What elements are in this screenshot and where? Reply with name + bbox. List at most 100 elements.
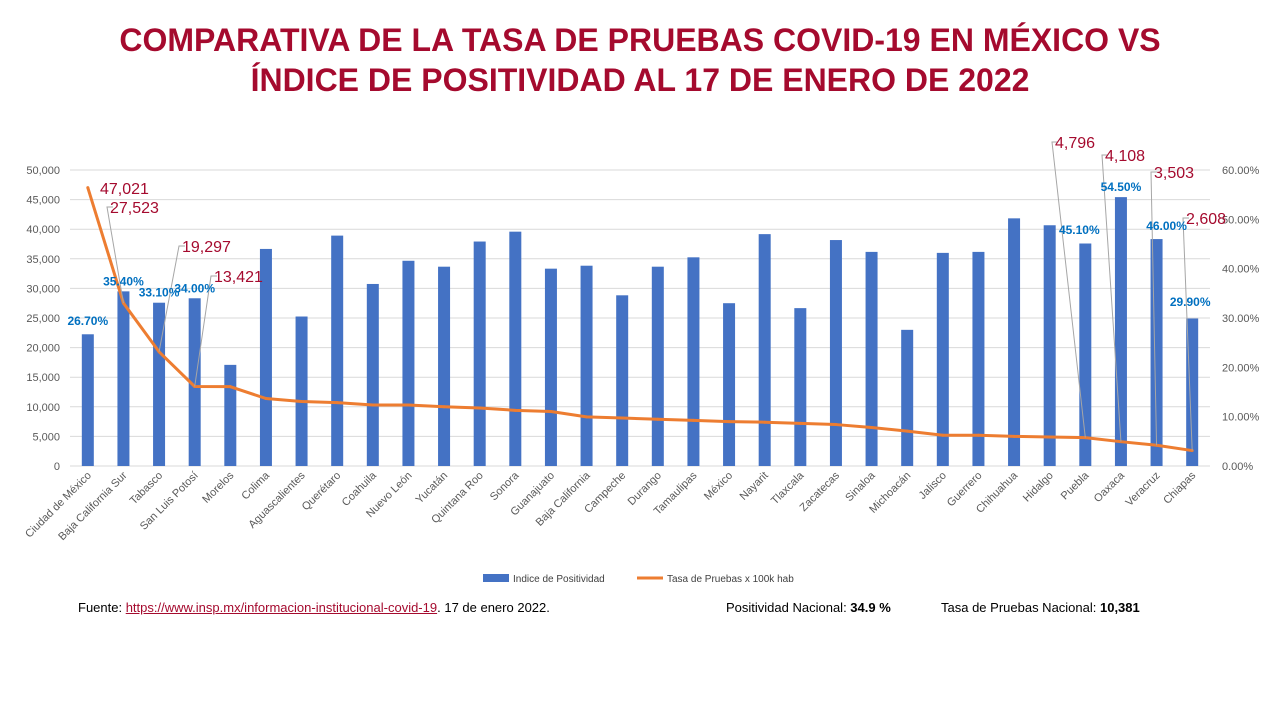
line-point (870, 426, 874, 430)
bar (117, 291, 130, 466)
category-label: Sinaloa (843, 469, 878, 504)
right-tick-label: 30.00% (1222, 313, 1260, 325)
line-data-label: 3,503 (1154, 165, 1194, 182)
bar-data-label: 35.40% (103, 274, 144, 288)
line-point (335, 401, 339, 405)
bar (295, 316, 308, 466)
category-label: Nayarit (738, 470, 771, 503)
bar (616, 295, 629, 466)
left-tick-label: 30,000 (26, 283, 60, 295)
line-data-label: 13,421 (214, 269, 263, 286)
line-point (976, 433, 980, 437)
callout-leader (106, 206, 124, 304)
line-point (86, 186, 90, 190)
bar (188, 298, 201, 466)
chart-title-line-2: ÍNDICE DE POSITIVIDAD AL 17 DE ENERO DE … (250, 62, 1030, 98)
line-data-label: 4,108 (1105, 148, 1145, 165)
line-point (228, 385, 232, 389)
bar (81, 334, 94, 466)
line-point (585, 415, 589, 419)
line-point (513, 408, 517, 412)
source-date: . 17 de enero 2022. (437, 600, 550, 615)
combo-chart: 0 5,000 10,000 15,000 20,000 25,000 30,000 35,0… (23, 135, 1260, 585)
left-axis: 0 5,000 10,000 15,000 20,000 25,000 30,000 35,0… (26, 165, 60, 473)
chart-title-line-1: COMPARATIVA DE LA TASA DE PRUEBAS COVID-… (119, 22, 1161, 58)
bar-data-label: 33.10% (139, 286, 180, 300)
chart-title: COMPARATIVA DE LA TASA DE PRUEBAS COVID-… (0, 20, 1280, 100)
bar (901, 329, 914, 466)
right-axis: 0.00% 10.00% 20.00% 30.00% 40.00% 50.00% 60.00… (1222, 165, 1260, 473)
category-label: Baja California Sur (56, 469, 130, 543)
bar (723, 303, 736, 466)
bar (1079, 243, 1092, 466)
bar (1008, 218, 1021, 466)
line-data-label: 2,608 (1186, 211, 1226, 228)
left-tick-label: 5,000 (32, 431, 60, 443)
line-data-label: 4,796 (1055, 135, 1095, 152)
line-point (763, 420, 767, 424)
line-point (549, 410, 553, 414)
line-path (86, 187, 1193, 453)
bar (509, 231, 522, 466)
bar-data-label: 45.10% (1059, 223, 1100, 237)
category-label: Oaxaca (1092, 469, 1128, 505)
callout-leader (158, 245, 185, 352)
callout-leader (1182, 217, 1193, 451)
bar (1186, 318, 1199, 466)
left-tick-label: 15,000 (26, 372, 60, 384)
callout-leaders (106, 141, 1193, 451)
line-series (86, 186, 1194, 453)
category-label: Sonora (488, 469, 522, 503)
callout-leader (1051, 141, 1086, 438)
bar-data-label: 26.70% (67, 314, 108, 328)
line-point (1048, 435, 1052, 439)
category-label: Querétaro (300, 470, 344, 514)
line-point (442, 405, 446, 409)
legend-swatch-bars (483, 574, 509, 582)
line-point (727, 420, 731, 424)
bar (259, 248, 272, 466)
category-label: Chiapas (1161, 469, 1198, 506)
bar-series (81, 197, 1199, 466)
bar (1043, 225, 1056, 466)
bar (331, 235, 344, 466)
category-label: Colima (239, 469, 272, 502)
bar (936, 252, 949, 466)
bar-data-label: 29.90% (1170, 295, 1211, 309)
category-label: Ciudad de México (23, 470, 94, 541)
bar (224, 364, 237, 466)
source-link[interactable]: https://www.insp.mx/informacion-instituc… (125, 600, 438, 615)
bar (651, 266, 664, 466)
line-point (691, 418, 695, 422)
tasa-value: 10,381 (1099, 600, 1140, 615)
positividad-label: Positividad Nacional: (726, 600, 851, 615)
national-positivity: Positividad Nacional: 34.9 % (726, 600, 891, 615)
left-tick-label: 45,000 (26, 195, 60, 207)
line-data-label: 19,297 (182, 239, 231, 256)
line-point (620, 416, 624, 420)
category-label: Puebla (1059, 469, 1092, 502)
legend-label-bars: Indice de Positividad (513, 574, 605, 585)
bar (580, 265, 593, 466)
callout-leader (194, 275, 217, 387)
legend: Indice de Positividad Tasa de Pruebas x 1… (483, 574, 794, 585)
line-data-labels: 47,021 27,523 19,297 13,421 4,796 4,108 3,503 2… (100, 135, 1226, 286)
line-point (371, 403, 375, 407)
bar (544, 268, 557, 466)
national-test-rate: Tasa de Pruebas Nacional: 10,381 (941, 600, 1140, 615)
bar (794, 308, 807, 466)
category-label: Jalisco (917, 470, 949, 502)
bar (438, 266, 451, 466)
category-label: Veracruz (1123, 470, 1162, 509)
line-point (941, 433, 945, 437)
line-point (406, 403, 410, 407)
category-label: Zacatecas (798, 469, 843, 514)
left-tick-label: 0 (54, 461, 60, 473)
callout-leader (1101, 154, 1122, 442)
line-point (300, 399, 304, 403)
right-tick-label: 10.00% (1222, 412, 1260, 424)
left-tick-label: 40,000 (26, 224, 60, 236)
legend-label-line: Tasa de Pruebas x 100k hab (667, 574, 794, 585)
positividad-unit: % (875, 600, 891, 615)
